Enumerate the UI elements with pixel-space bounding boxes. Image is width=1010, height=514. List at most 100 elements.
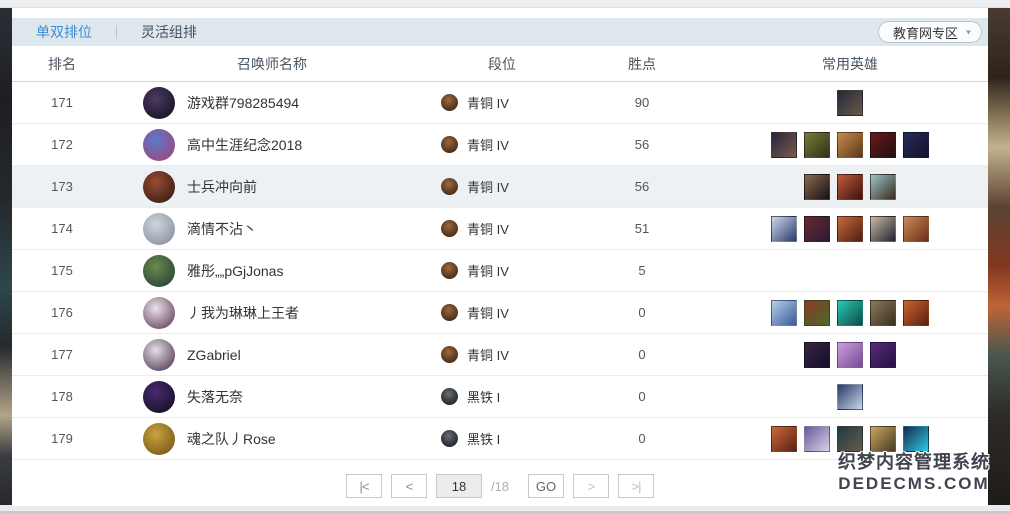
heroes-cell xyxy=(712,173,988,200)
hero-icon xyxy=(804,131,830,158)
rank-value: 176 xyxy=(51,305,73,320)
hero-icon xyxy=(903,425,929,452)
background-art-left xyxy=(0,8,12,505)
summoner-avatar xyxy=(143,422,175,455)
points-value: 0 xyxy=(638,431,646,446)
summoner-avatar xyxy=(143,170,175,203)
hero-icon xyxy=(804,173,830,200)
summoner-name: 雅彤„„pGjJonas xyxy=(187,262,284,279)
table-header-row: 排名 召唤师名称 段位 胜点 常用英雄 xyxy=(12,46,988,82)
tier-cell: 青铜 IV xyxy=(432,177,572,196)
rank-value: 179 xyxy=(51,431,73,446)
rank-value: 172 xyxy=(51,137,73,152)
hero-icon xyxy=(870,299,896,326)
tier-emblem-icon xyxy=(441,304,458,321)
hero-icon xyxy=(903,215,929,242)
page-number-input[interactable] xyxy=(435,474,482,498)
rank-value: 178 xyxy=(51,389,73,404)
heroes-cell xyxy=(712,131,988,158)
summoner-avatar xyxy=(143,254,175,287)
hero-icon xyxy=(837,89,863,116)
tier-emblem-icon xyxy=(441,136,458,153)
summoner-name: 士兵冲向前 xyxy=(187,178,257,195)
summoner-avatar xyxy=(143,296,175,329)
tier-emblem-icon xyxy=(441,262,458,279)
tier-cell: 青铜 IV xyxy=(432,261,572,280)
summoner-cell: 失落无奈 xyxy=(112,380,432,413)
chevron-down-icon: ▾ xyxy=(965,27,971,37)
tab-flex-rank[interactable]: 灵活组排 xyxy=(141,24,197,40)
page-bottom-strip xyxy=(0,505,1010,514)
summoner-name: 魂之队丿Rose xyxy=(187,430,276,447)
tab-solo-duo-rank[interactable]: 单双排位 xyxy=(36,24,92,40)
hero-icon xyxy=(771,131,797,158)
leaderboard-panel: 单双排位 灵活组排 教育网专区 ▾ 排名 召唤师名称 段位 胜点 常用英雄 17… xyxy=(12,8,988,506)
table-row: 179 魂之队丿Rose 黑铁 I 0 xyxy=(12,418,988,460)
summoner-name: 高中生涯纪念2018 xyxy=(187,136,303,153)
go-button[interactable]: GO xyxy=(528,474,565,498)
page-top-strip xyxy=(0,0,1010,8)
hero-icon xyxy=(870,173,896,200)
pagination: |< < /18 GO > >| xyxy=(12,466,988,506)
hero-icon xyxy=(837,299,863,326)
hero-icon xyxy=(837,215,863,242)
points-value: 56 xyxy=(634,137,650,152)
summoner-cell: 滴情不沾丶 xyxy=(112,212,432,245)
region-select-label: 教育网专区 xyxy=(892,25,958,41)
table-body: 171 游戏群798285494 青铜 IV 90 172 高中生涯纪念2018… xyxy=(12,82,988,460)
hero-icon xyxy=(804,215,830,242)
summoner-cell: 雅彤„„pGjJonas xyxy=(112,254,432,287)
hero-icon xyxy=(837,131,863,158)
tier-label: 青铜 IV xyxy=(467,264,509,279)
region-select-dropdown[interactable]: 教育网专区 ▾ xyxy=(877,21,982,43)
summoner-name: 失落无奈 xyxy=(187,388,243,405)
header-summoner-name: 召唤师名称 xyxy=(237,55,307,72)
tier-label: 青铜 IV xyxy=(467,222,509,237)
table-row: 176 丿我为琳琳上王者 青铜 IV 0 xyxy=(12,292,988,334)
table-row: 175 雅彤„„pGjJonas 青铜 IV 5 xyxy=(12,250,988,292)
tier-cell: 青铜 IV xyxy=(432,93,572,112)
tier-label: 青铜 IV xyxy=(467,348,509,363)
summoner-name: 游戏群798285494 xyxy=(187,94,300,111)
table-row: 172 高中生涯纪念2018 青铜 IV 56 xyxy=(12,124,988,166)
summoner-avatar xyxy=(143,86,175,119)
heroes-cell xyxy=(712,299,988,326)
hero-icon xyxy=(837,173,863,200)
tier-emblem-icon xyxy=(441,178,458,195)
points-value: 56 xyxy=(634,179,650,194)
hero-icon xyxy=(870,425,896,452)
prev-page-button[interactable]: < xyxy=(390,474,427,498)
rank-value: 175 xyxy=(51,263,73,278)
tier-cell: 青铜 IV xyxy=(432,303,572,322)
table-row: 178 失落无奈 黑铁 I 0 xyxy=(12,376,988,418)
hero-icon xyxy=(903,131,929,158)
first-page-button[interactable]: |< xyxy=(345,474,382,498)
tier-emblem-icon xyxy=(441,346,458,363)
tier-label: 青铜 IV xyxy=(467,138,509,153)
tier-cell: 黑铁 I xyxy=(432,387,572,406)
points-value: 0 xyxy=(638,305,646,320)
tab-bar: 单双排位 灵活组排 教育网专区 ▾ xyxy=(12,18,988,46)
tier-label: 黑铁 I xyxy=(467,390,501,405)
summoner-cell: 士兵冲向前 xyxy=(112,170,432,203)
summoner-avatar xyxy=(143,338,175,371)
points-value: 5 xyxy=(638,263,646,278)
tier-label: 青铜 IV xyxy=(467,306,509,321)
table-row: 173 士兵冲向前 青铜 IV 56 xyxy=(12,166,988,208)
hero-icon xyxy=(804,425,830,452)
summoner-cell: 高中生涯纪念2018 xyxy=(112,128,432,161)
rank-value: 173 xyxy=(51,179,73,194)
rank-value: 174 xyxy=(51,221,73,236)
total-pages-label: /18 xyxy=(490,478,510,494)
table-row: 174 滴情不沾丶 青铜 IV 51 xyxy=(12,208,988,250)
last-page-button[interactable]: >| xyxy=(618,474,655,498)
header-rank: 排名 xyxy=(48,55,76,72)
tier-label: 青铜 IV xyxy=(467,180,509,195)
hero-icon xyxy=(870,215,896,242)
summoner-name: 滴情不沾丶 xyxy=(187,220,257,237)
points-value: 51 xyxy=(634,221,650,236)
summoner-cell: 丿我为琳琳上王者 xyxy=(112,296,432,329)
hero-icon xyxy=(870,341,896,368)
next-page-button[interactable]: > xyxy=(573,474,610,498)
hero-icon xyxy=(804,299,830,326)
